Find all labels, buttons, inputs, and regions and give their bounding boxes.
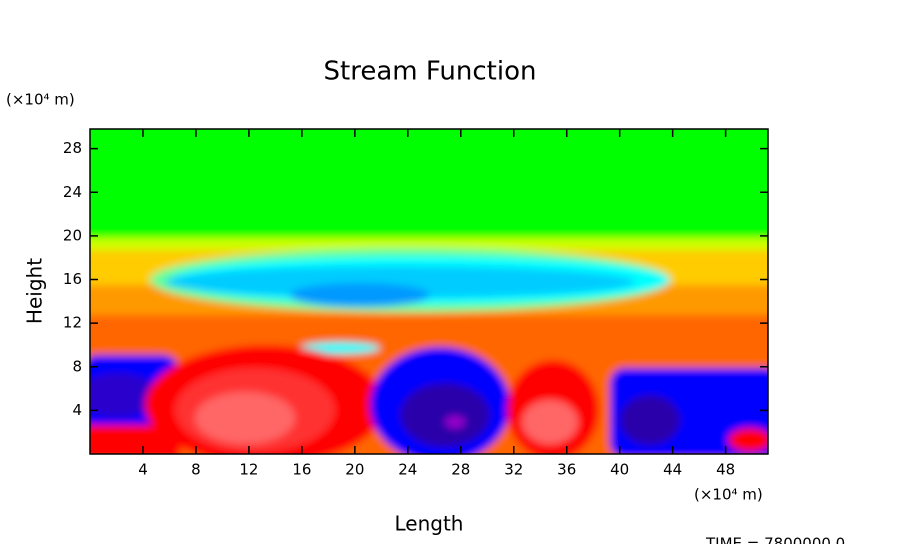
y-tick-label: 8 (72, 357, 82, 375)
x-tick-label: 16 (292, 461, 311, 479)
x-tick-label: 28 (451, 461, 470, 479)
x-tick-label: 20 (345, 461, 364, 479)
x-tick-label: 40 (610, 461, 629, 479)
y-tick-label: 20 (63, 226, 82, 244)
x-tick-label: 36 (557, 461, 576, 479)
y-tick-label: 28 (63, 139, 82, 157)
y-tick-label: 24 (63, 183, 82, 201)
y-tick-label: 16 (63, 270, 82, 288)
chart-title: Stream Function (324, 57, 537, 87)
y-unit: (×10⁴ m) (6, 91, 75, 109)
contour-field (90, 129, 768, 454)
x-tick-label: 48 (716, 461, 735, 479)
x-tick-label: 12 (239, 461, 258, 479)
x-tick-label: 24 (398, 461, 417, 479)
x-tick-label: 44 (663, 461, 682, 479)
x-axis-label: Length (395, 512, 464, 536)
plot-frame (89, 128, 769, 455)
x-unit: (×10⁴ m) (694, 486, 763, 504)
y-tick-label: 12 (63, 314, 82, 332)
x-tick-label: 4 (138, 461, 148, 479)
footer-time: TIME = 7800000.0 (705, 535, 845, 544)
y-tick-label: 4 (72, 401, 82, 419)
x-tick-label: 32 (504, 461, 523, 479)
x-tick-label: 8 (191, 461, 201, 479)
y-axis-label: Height (23, 258, 47, 324)
